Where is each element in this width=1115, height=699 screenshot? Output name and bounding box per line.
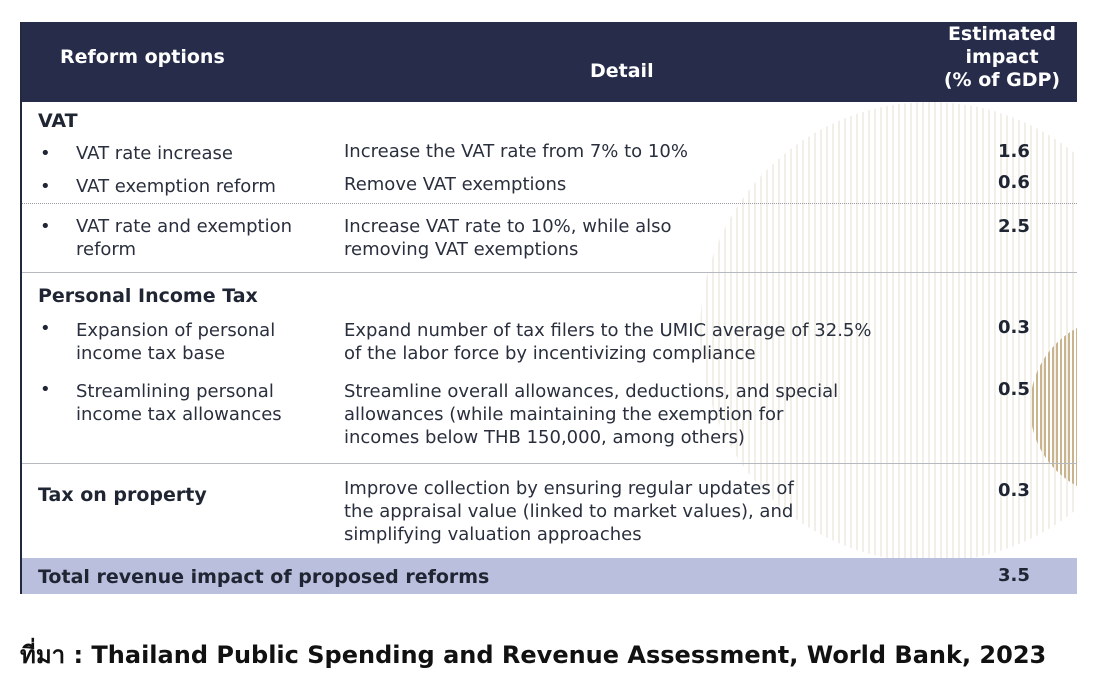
- vat-detail-1: Increase the VAT rate from 7% to 10%: [344, 141, 688, 162]
- vat-detail-3: Increase VAT rate to 10%, while also rem…: [344, 215, 672, 261]
- section-divider: [22, 463, 1077, 464]
- bullet: •: [40, 318, 51, 339]
- left-border: [20, 22, 22, 594]
- vat-detail-2: Remove VAT exemptions: [344, 174, 567, 195]
- vat-detail-3-line-2: removing VAT exemptions: [344, 239, 579, 260]
- pit-impact-1: 0.3: [998, 317, 1030, 338]
- total-impact: 3.5: [998, 565, 1030, 586]
- vat-detail-3-line-1: Increase VAT rate to 10%, while also: [344, 216, 672, 237]
- vat-option-2: VAT exemption reform: [76, 176, 276, 197]
- header-estimated-impact: Estimated impact (% of GDP): [932, 23, 1072, 92]
- pit-option-2: Streamlining personal income tax allowan…: [76, 380, 282, 426]
- total-row: Total revenue impact of proposed reforms…: [22, 558, 1077, 594]
- header-reform-options: Reform options: [60, 46, 225, 68]
- header-impact-line-2: impact: [965, 46, 1039, 68]
- pit-option-1-line-2: income tax base: [76, 343, 226, 364]
- bullet: •: [40, 379, 51, 400]
- vat-impact-3: 2.5: [998, 216, 1030, 237]
- header-impact-line-3: (% of GDP): [943, 69, 1061, 91]
- pit-detail-1-line-2: of the labor force by incentivizing comp…: [344, 343, 756, 364]
- pit-detail-1-line-1: Expand number of tax filers to the UMIC …: [344, 320, 872, 341]
- pit-option-2-line-1: Streamlining personal: [76, 381, 274, 402]
- vat-option-1: VAT rate increase: [76, 143, 233, 164]
- vat-option-3: VAT rate and exemption reform: [76, 215, 292, 261]
- section-title-pit: Personal Income Tax: [38, 285, 258, 307]
- vat-impact-2: 0.6: [998, 172, 1030, 193]
- pit-detail-2-line-3: incomes below THB 150,000, among others): [344, 427, 745, 448]
- bullet: •: [40, 216, 51, 237]
- header-detail: Detail: [590, 60, 654, 82]
- section-title-property: Tax on property: [38, 484, 207, 506]
- reform-table: Reform options Detail Estimated impact (…: [20, 22, 1077, 594]
- section-title-vat: VAT: [38, 110, 78, 132]
- property-detail: Improve collection by ensuring regular u…: [344, 477, 794, 546]
- pit-detail-2-line-2: allowances (while maintaining the exempt…: [344, 404, 784, 425]
- pit-option-1: Expansion of personal income tax base: [76, 319, 275, 365]
- pit-detail-2-line-1: Streamline overall allowances, deduction…: [344, 381, 839, 402]
- section-divider: [22, 272, 1077, 273]
- property-detail-line-1: Improve collection by ensuring regular u…: [344, 478, 794, 499]
- table-header: Reform options Detail Estimated impact (…: [22, 22, 1077, 102]
- pit-detail-1: Expand number of tax filers to the UMIC …: [344, 319, 871, 365]
- row-divider: [22, 203, 1077, 204]
- bullet: •: [40, 143, 51, 164]
- property-impact: 0.3: [998, 480, 1030, 501]
- vat-option-3-line-1: VAT rate and exemption: [76, 216, 293, 237]
- property-detail-line-2: the appraisal value (linked to market va…: [344, 501, 794, 522]
- total-label: Total revenue impact of proposed reforms: [38, 566, 490, 588]
- vat-option-3-line-2: reform: [76, 239, 137, 260]
- pit-option-2-line-2: income tax allowances: [76, 404, 282, 425]
- decorative-striped-circle: [700, 102, 1077, 562]
- bullet: •: [40, 176, 51, 197]
- header-impact-line-1: Estimated: [947, 23, 1057, 45]
- vat-impact-1: 1.6: [998, 141, 1030, 162]
- source-caption: ที่มา : Thailand Public Spending and Rev…: [20, 641, 1047, 669]
- property-detail-line-3: simplifying valuation approaches: [344, 524, 642, 545]
- pit-impact-2: 0.5: [998, 379, 1030, 400]
- pit-detail-2: Streamline overall allowances, deduction…: [344, 380, 838, 449]
- pit-option-1-line-1: Expansion of personal: [76, 320, 276, 341]
